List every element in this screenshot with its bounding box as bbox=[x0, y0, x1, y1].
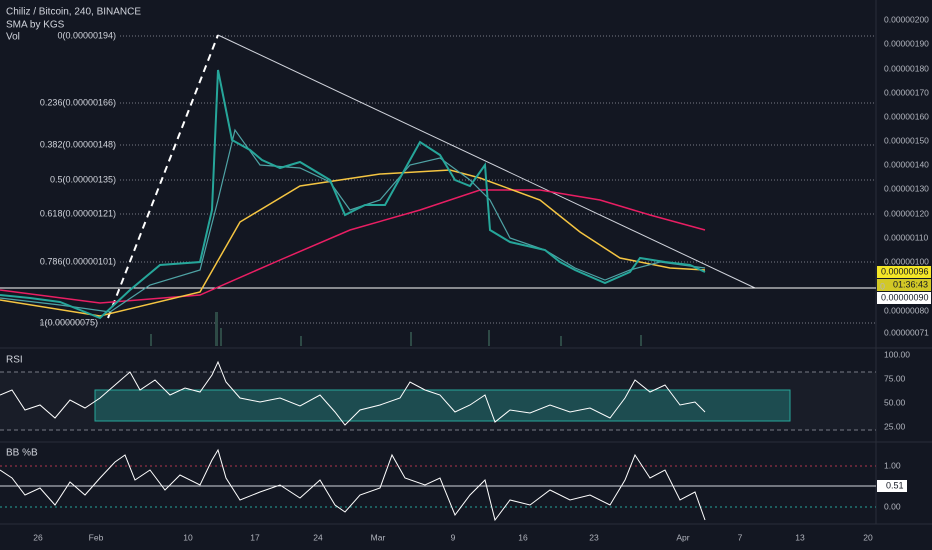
time-axis: 26 Feb 10 17 24 Mar 9 16 23 Apr 7 13 20 bbox=[33, 532, 873, 542]
time-label: 16 bbox=[518, 532, 528, 542]
indicator-label: SMA by KGS bbox=[6, 20, 65, 31]
trend-line bbox=[217, 34, 756, 289]
time-label: Apr bbox=[676, 532, 689, 542]
time-label: 17 bbox=[250, 532, 260, 542]
price-line bbox=[0, 69, 706, 320]
price-label: 0.00000080 bbox=[884, 305, 929, 315]
price-label: 0.00000140 bbox=[884, 159, 929, 169]
time-label: Mar bbox=[371, 532, 386, 542]
fib-label: 0.382(0.00000148) bbox=[40, 139, 116, 149]
bb-axis-label: 1.00 bbox=[884, 460, 901, 470]
sma-red bbox=[0, 189, 706, 304]
countdown-badge bbox=[877, 279, 931, 291]
bb-current: 0.51 bbox=[886, 480, 904, 490]
time-label: 13 bbox=[795, 532, 805, 542]
volume-bars bbox=[150, 312, 642, 346]
indicator-label: Vol bbox=[6, 32, 20, 43]
rsi-box bbox=[94, 389, 791, 422]
rsi-zone bbox=[0, 372, 876, 430]
fib-label: 0.786(0.00000101) bbox=[40, 256, 116, 266]
rsi-axis-label: 100.00 bbox=[884, 349, 910, 359]
countdown: 01:36:43 bbox=[893, 279, 928, 289]
fib-label: 0(0.00000194) bbox=[57, 30, 116, 40]
time-label: 7 bbox=[738, 532, 743, 542]
bb-current-badge bbox=[877, 480, 907, 492]
rsi-label: RSI bbox=[6, 355, 23, 366]
time-label: 24 bbox=[313, 532, 323, 542]
level-badge bbox=[877, 292, 931, 304]
bb-label: BB %B bbox=[6, 448, 38, 459]
rsi-axis-label: 50.00 bbox=[884, 397, 906, 407]
rsi-axis-label: 75.00 bbox=[884, 373, 906, 383]
fib-label: 0.5(0.00000135) bbox=[50, 174, 116, 184]
time-label: 26 bbox=[33, 532, 43, 542]
fib-label: 0.618(0.00000121) bbox=[40, 208, 116, 218]
fib-label: 1(0.00000075) bbox=[39, 317, 98, 327]
price-label: 0.00000180 bbox=[884, 63, 929, 73]
bb-line bbox=[0, 448, 706, 522]
fib-dashed-line bbox=[107, 34, 219, 319]
last-price: 0.00000096 bbox=[881, 266, 929, 276]
price-label: 0.00000160 bbox=[884, 111, 929, 121]
bb-axis-label: 0.00 bbox=[884, 501, 901, 511]
fib-label: 0.236(0.00000166) bbox=[40, 97, 116, 107]
time-label: Feb bbox=[89, 532, 104, 542]
price-label: 0.00000120 bbox=[884, 208, 929, 218]
time-label: 10 bbox=[183, 532, 193, 542]
price-label: 0.00000170 bbox=[884, 87, 929, 97]
price-label: 0.00000150 bbox=[884, 135, 929, 145]
time-label: 23 bbox=[589, 532, 599, 542]
price-label: 0.00000130 bbox=[884, 183, 929, 193]
price-label: 0.00000100 bbox=[884, 256, 929, 266]
price-label: 0.00000110 bbox=[884, 232, 929, 242]
sma-green bbox=[0, 128, 706, 313]
price-label: 0.00000190 bbox=[884, 38, 929, 48]
time-label: 9 bbox=[451, 532, 456, 542]
time-label: 20 bbox=[863, 532, 873, 542]
chart-title: Chiliz / Bitcoin, 240, BINANCE bbox=[6, 7, 141, 18]
price-label: 0.00000200 bbox=[884, 14, 929, 24]
level-price: 0.00000090 bbox=[881, 292, 929, 302]
rsi-axis-label: 25.00 bbox=[884, 421, 906, 431]
level-marker: 0 bbox=[880, 281, 885, 291]
rsi-line bbox=[0, 360, 706, 426]
price-label: 0.00000071 bbox=[884, 327, 929, 337]
price-axis: 0.00000200 0.00000190 0.00000180 0.00000… bbox=[884, 14, 929, 337]
last-price-badge bbox=[877, 266, 931, 278]
